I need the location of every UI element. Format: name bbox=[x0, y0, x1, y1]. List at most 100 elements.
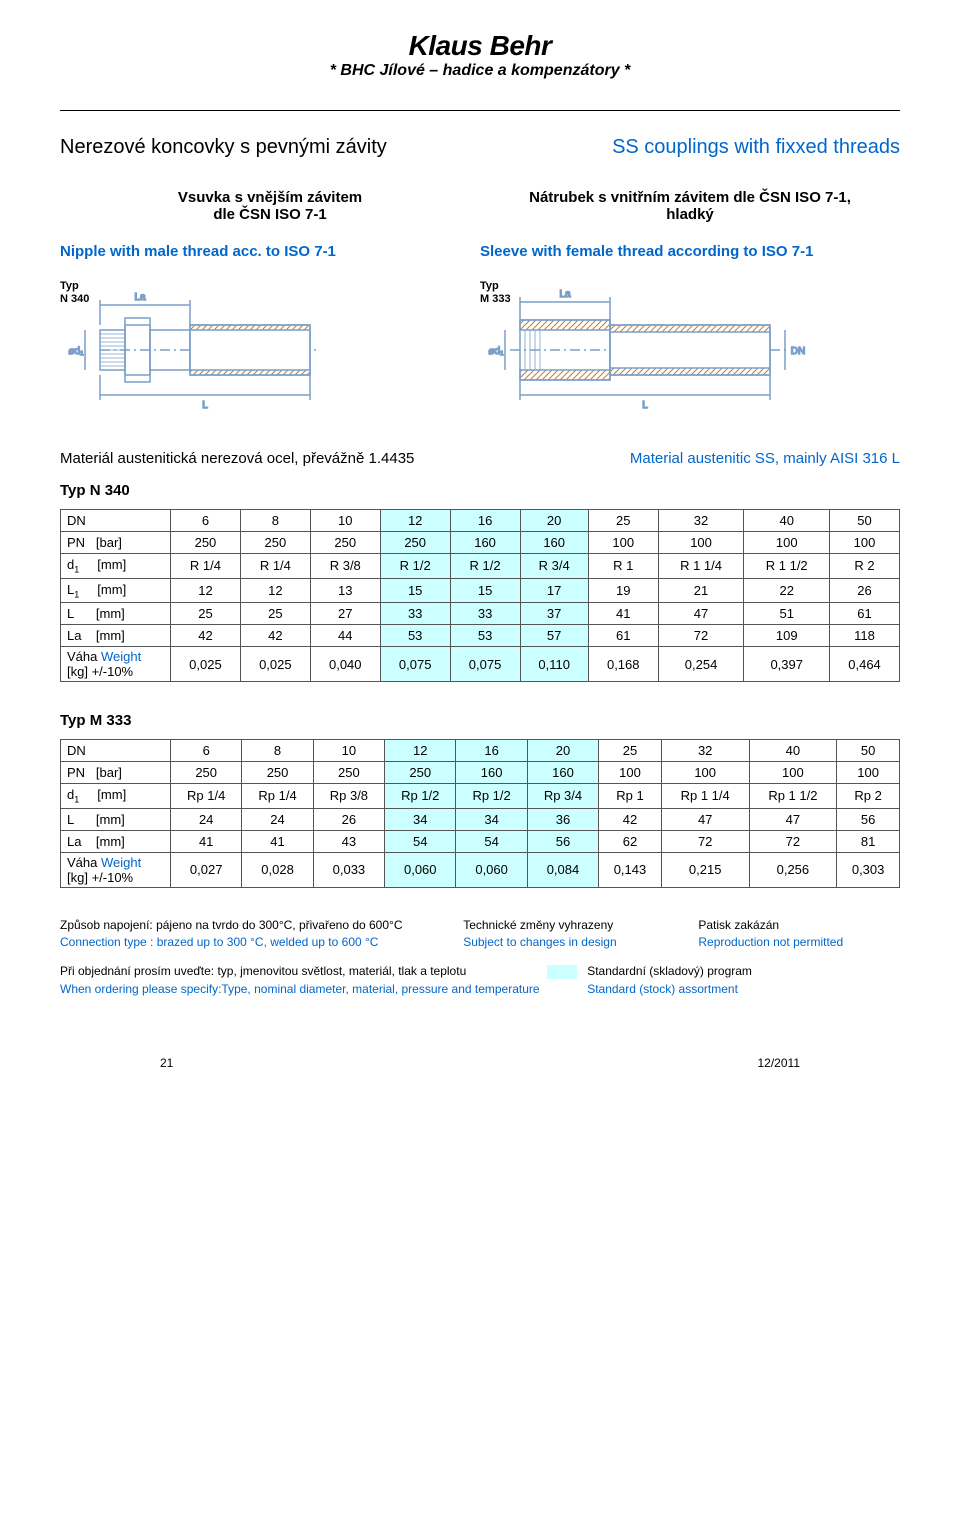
cell: 0,040 bbox=[310, 647, 380, 682]
cell: 250 bbox=[171, 762, 242, 784]
cell: 160 bbox=[450, 532, 520, 554]
swatch-icon bbox=[547, 965, 577, 979]
cell: 32 bbox=[661, 740, 749, 762]
cell: 8 bbox=[240, 510, 310, 532]
row-label: Váha Weight[kg] +/-10% bbox=[61, 852, 171, 887]
divider bbox=[60, 110, 900, 111]
cell: 0,397 bbox=[744, 647, 830, 682]
cell: 0,215 bbox=[661, 852, 749, 887]
cell: 50 bbox=[837, 740, 900, 762]
cell: 61 bbox=[830, 603, 900, 625]
cell: 34 bbox=[385, 808, 456, 830]
cell: 0,075 bbox=[380, 647, 450, 682]
cell: 72 bbox=[661, 830, 749, 852]
cell: 42 bbox=[599, 808, 662, 830]
row-label: La [mm] bbox=[61, 830, 171, 852]
cell: 21 bbox=[658, 578, 744, 603]
cell: Rp 1 1/2 bbox=[749, 784, 837, 809]
cell: 13 bbox=[310, 578, 380, 603]
row-label: L1 [mm] bbox=[61, 578, 171, 603]
cell: 54 bbox=[385, 830, 456, 852]
cell: 53 bbox=[450, 625, 520, 647]
cell: 160 bbox=[456, 762, 527, 784]
cell: 22 bbox=[744, 578, 830, 603]
cell: 72 bbox=[658, 625, 744, 647]
cell: 51 bbox=[744, 603, 830, 625]
cell: 47 bbox=[749, 808, 837, 830]
cell: 250 bbox=[313, 762, 384, 784]
cell: R 1 1/4 bbox=[658, 554, 744, 579]
cell: 57 bbox=[520, 625, 588, 647]
cell: 15 bbox=[380, 578, 450, 603]
material-en: Material austenitic SS, mainly AISI 316 … bbox=[630, 450, 900, 467]
table-m333: DN681012162025324050PN [bar]250250250250… bbox=[60, 739, 900, 888]
cell: 250 bbox=[171, 532, 241, 554]
svg-text:L: L bbox=[202, 400, 208, 410]
cell: 36 bbox=[527, 808, 598, 830]
cell: 62 bbox=[599, 830, 662, 852]
cell: 250 bbox=[242, 762, 313, 784]
cell: 0,254 bbox=[658, 647, 744, 682]
cell: 10 bbox=[313, 740, 384, 762]
cell: 41 bbox=[588, 603, 658, 625]
cell: 41 bbox=[171, 830, 242, 852]
cell: Rp 3/4 bbox=[527, 784, 598, 809]
row-label: PN [bar] bbox=[61, 762, 171, 784]
cell: 33 bbox=[380, 603, 450, 625]
table-m333-label: Typ M 333 bbox=[60, 712, 900, 729]
cell: 100 bbox=[744, 532, 830, 554]
cell: 12 bbox=[385, 740, 456, 762]
cell: 24 bbox=[242, 808, 313, 830]
svg-text:DN: DN bbox=[791, 346, 805, 357]
cell: 0,110 bbox=[520, 647, 588, 682]
footnotes: Způsob napojení: pájeno na tvrdo do 300°… bbox=[60, 918, 900, 996]
cell: 40 bbox=[744, 510, 830, 532]
cell: 6 bbox=[171, 740, 242, 762]
cell: 160 bbox=[520, 532, 588, 554]
svg-text:L: L bbox=[642, 400, 648, 410]
cell: 33 bbox=[450, 603, 520, 625]
row-label: Váha Weight[kg] +/-10% bbox=[61, 647, 171, 682]
cell: R 2 bbox=[830, 554, 900, 579]
cell: 6 bbox=[171, 510, 241, 532]
cell: 15 bbox=[450, 578, 520, 603]
cell: 61 bbox=[588, 625, 658, 647]
page-footer: 21 12/2011 bbox=[60, 1056, 900, 1070]
cell: 19 bbox=[588, 578, 658, 603]
cell: 100 bbox=[661, 762, 749, 784]
row-label: d1 [mm] bbox=[61, 554, 171, 579]
cell: R 1/2 bbox=[380, 554, 450, 579]
cell: Rp 1/4 bbox=[242, 784, 313, 809]
cell: 0,168 bbox=[588, 647, 658, 682]
cell: 50 bbox=[830, 510, 900, 532]
cell: 47 bbox=[661, 808, 749, 830]
cell: 12 bbox=[380, 510, 450, 532]
cell: 25 bbox=[171, 603, 241, 625]
diagram-n340: TypN 340 bbox=[60, 280, 480, 420]
cell: 25 bbox=[240, 603, 310, 625]
cell: Rp 3/8 bbox=[313, 784, 384, 809]
cell: 16 bbox=[450, 510, 520, 532]
brand-sub: * BHC Jílové – hadice a kompenzátory * bbox=[60, 62, 900, 80]
cell: 8 bbox=[242, 740, 313, 762]
row-label: L [mm] bbox=[61, 808, 171, 830]
cell: 0,256 bbox=[749, 852, 837, 887]
cell: 44 bbox=[310, 625, 380, 647]
cell: 20 bbox=[527, 740, 598, 762]
cell: Rp 1 bbox=[599, 784, 662, 809]
cell: 37 bbox=[520, 603, 588, 625]
cell: 100 bbox=[837, 762, 900, 784]
cell: 12 bbox=[171, 578, 241, 603]
cell: 26 bbox=[313, 808, 384, 830]
cell: 81 bbox=[837, 830, 900, 852]
cell: 100 bbox=[830, 532, 900, 554]
cell: 34 bbox=[456, 808, 527, 830]
svg-text:La: La bbox=[559, 289, 571, 300]
cell: 56 bbox=[837, 808, 900, 830]
row-label: DN bbox=[61, 740, 171, 762]
main-title-en: SS couplings with fixxed threads bbox=[612, 136, 900, 159]
svg-text:⌀d₁: ⌀d₁ bbox=[69, 346, 85, 357]
cell: 250 bbox=[380, 532, 450, 554]
cell: 26 bbox=[830, 578, 900, 603]
cell: 32 bbox=[658, 510, 744, 532]
